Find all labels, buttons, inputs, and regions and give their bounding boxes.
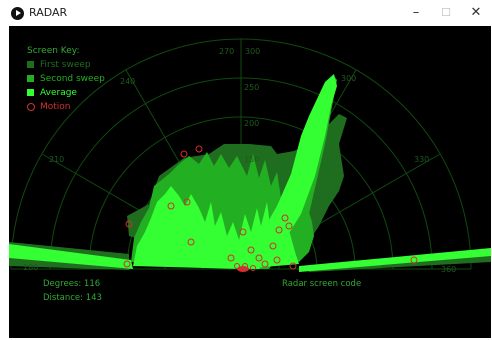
motion-marker: [123, 260, 131, 268]
motion-marker: [239, 228, 247, 236]
radar-origin: [237, 266, 249, 272]
motion-marker: [255, 254, 263, 262]
motion-markers: [123, 145, 418, 271]
motion-marker: [285, 222, 293, 230]
close-button[interactable]: ✕: [470, 5, 482, 20]
range-label-150: 150: [244, 155, 259, 164]
motion-marker: [180, 150, 188, 158]
motion-marker: [281, 214, 289, 222]
legend-item-average: Average: [27, 86, 105, 100]
motion-marker: [227, 254, 235, 262]
angle-label-180: 180: [23, 263, 38, 272]
motion-marker: [125, 220, 133, 228]
motion-marker: [167, 202, 175, 210]
app-play-icon: [11, 7, 24, 20]
legend-title: Screen Key:: [27, 46, 80, 56]
maximize-button[interactable]: ☐: [441, 6, 451, 19]
motion-marker: [273, 256, 281, 264]
motion-marker: [195, 145, 203, 153]
angle-label-240: 240: [120, 77, 135, 86]
motion-marker: [289, 262, 297, 270]
average-swatch: [27, 89, 34, 96]
motion-marker: [269, 242, 277, 250]
distance-readout: Distance: 143: [43, 293, 102, 303]
range-label-300: 300: [245, 47, 260, 56]
angle-label-270: 270: [219, 47, 234, 56]
screen-key-legend: Screen Key: First sweep Second sweep Ave…: [27, 44, 105, 114]
motion-marker: [275, 226, 283, 234]
radar-canvas[interactable]: 270 300 250 200 150 240 210 180 300 330 …: [9, 26, 491, 338]
motion-marker: [183, 198, 191, 206]
motion-marker: [187, 238, 195, 246]
average-area: [9, 74, 491, 272]
motion-swatch: [27, 103, 35, 111]
motion-marker: [247, 246, 255, 254]
title-bar[interactable]: RADAR – ☐ ✕: [0, 0, 492, 27]
legend-item-motion: Motion: [27, 100, 105, 114]
range-label-200: 200: [244, 119, 259, 128]
angle-label-360: 360: [441, 265, 456, 274]
minimize-button[interactable]: –: [412, 5, 420, 20]
motion-marker: [410, 256, 418, 264]
second-sweep-swatch: [27, 75, 34, 82]
motion-marker: [250, 265, 256, 271]
caption-text: Radar screen code: [282, 279, 362, 289]
range-label-250: 250: [244, 83, 259, 92]
radar-display: 270 300 250 200 150 240 210 180 300 330 …: [9, 38, 491, 274]
window-title: RADAR: [29, 6, 68, 19]
legend-item-first-sweep: First sweep: [27, 58, 105, 72]
legend-item-second-sweep: Second sweep: [27, 72, 105, 86]
angle-label-330: 330: [414, 155, 429, 164]
angle-label-300: 300: [341, 74, 356, 83]
first-sweep-swatch: [27, 61, 34, 68]
motion-marker: [234, 263, 240, 269]
motion-marker: [261, 260, 269, 268]
angle-label-210: 210: [49, 155, 64, 164]
degrees-readout: Degrees: 116: [43, 279, 101, 289]
